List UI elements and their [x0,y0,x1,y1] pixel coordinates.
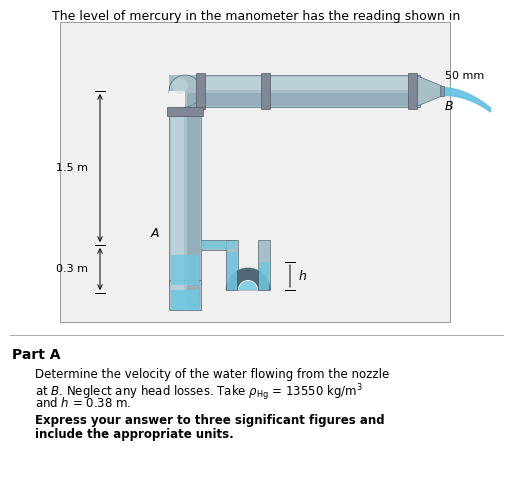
Bar [201,240,235,250]
Text: 50 mm: 50 mm [445,71,484,81]
Bar [171,255,199,285]
Bar [169,280,201,310]
Wedge shape [238,280,258,290]
Bar [60,22,450,322]
Bar [259,262,269,290]
Bar [171,282,184,308]
Bar [187,93,418,106]
Bar [169,91,201,285]
Bar [187,77,418,90]
Bar [201,241,235,249]
Circle shape [169,75,201,107]
Bar [440,86,444,96]
Bar [171,93,184,283]
Bar [261,73,270,109]
Text: $B$: $B$ [444,100,454,113]
Text: The level of mercury in the manometer has the reading shown in: The level of mercury in the manometer ha… [52,10,460,23]
Text: Part A: Part A [12,348,61,362]
Text: $A$: $A$ [150,227,160,240]
Text: and $h$ = 0.38 m.: and $h$ = 0.38 m. [35,396,131,410]
Bar [171,290,199,310]
Bar [187,93,200,283]
Bar [408,73,417,109]
Text: Express your answer to three significant figures and: Express your answer to three significant… [35,414,385,427]
Bar [167,107,203,116]
Bar [196,73,205,109]
Text: include the appropriate units.: include the appropriate units. [35,428,234,441]
Bar [169,75,201,107]
Text: 1.5 m: 1.5 m [56,163,88,173]
Bar [227,252,237,290]
Text: at $B$. Neglect any head losses. Take $\rho_{\mathrm{Hg}}$ = 13550 kg/m$^3$: at $B$. Neglect any head losses. Take $\… [35,382,363,403]
Polygon shape [415,75,442,107]
Wedge shape [226,268,270,290]
Bar [226,240,238,290]
Bar [169,91,185,107]
Text: 0.3 m: 0.3 m [56,264,88,274]
Bar [258,240,270,290]
Bar [185,75,420,107]
Bar [187,282,200,308]
Text: Determine the velocity of the water flowing from the nozzle: Determine the velocity of the water flow… [35,368,389,381]
Wedge shape [239,281,257,290]
Circle shape [172,78,188,94]
Text: $h$: $h$ [298,269,307,283]
